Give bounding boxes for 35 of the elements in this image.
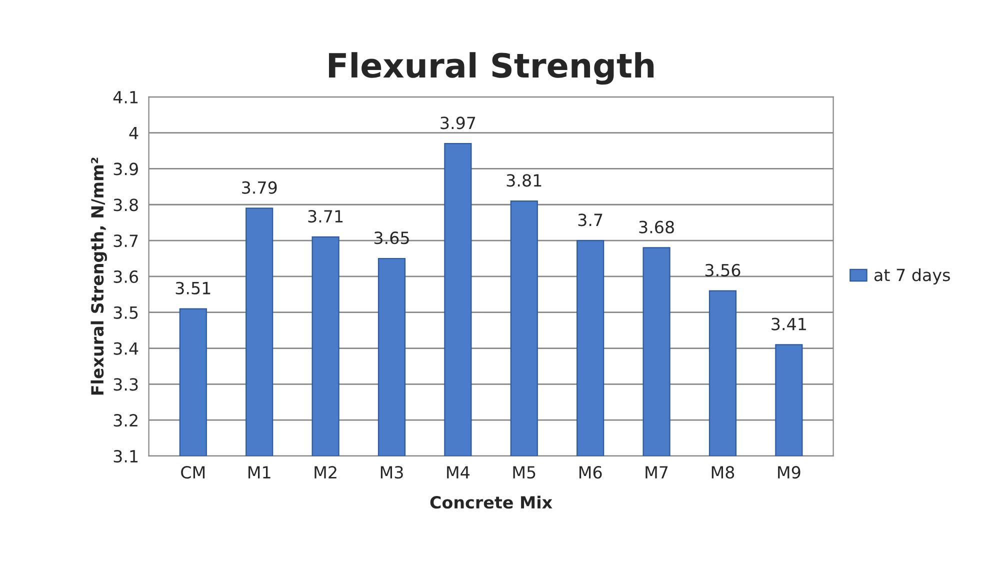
data-label: 3.41 [772,318,806,330]
data-label: 3.56 [705,264,740,276]
y-tick-label: 4.1 [113,91,138,104]
y-tick-label: 3.7 [114,234,138,248]
data-label: 3.97 [440,116,476,130]
x-axis-title: Concrete Mix [430,496,552,509]
x-tick-label: M2 [314,466,336,478]
data-label: 3.7 [578,214,602,226]
x-tick-label: M5 [513,466,536,479]
x-tick-label: M4 [447,466,470,478]
y-tick-label: 3.2 [114,414,138,427]
x-tick-label: M3 [380,466,403,479]
y-tick-label: 3.8 [114,198,138,212]
data-label: 3.65 [374,232,409,244]
y-tick-label: 3.5 [114,306,138,319]
data-label: 3.81 [506,174,542,187]
y-axis-title: Flexural Strength, N/mm² [90,158,108,395]
chart-title: Flexural Strength [328,52,654,85]
y-tick-label: 3.9 [114,162,138,176]
data-label: 3.68 [639,220,674,234]
x-tick-label: M6 [579,466,602,479]
y-tick-label: 4 [129,126,138,140]
x-tick-label: M8 [712,466,734,479]
x-tick-label: M9 [778,466,800,479]
y-tick-label: 3.3 [114,378,138,391]
y-tick-label: 3.4 [114,342,138,355]
data-label: 3.51 [176,282,210,294]
y-tick-label: 3.6 [114,270,138,284]
data-label: 3.79 [242,181,277,194]
x-tick-label: M7 [646,466,668,478]
x-tick-label: M1 [248,466,270,478]
legend-label: at 7 days [874,268,950,285]
x-tick-label: CM [181,466,205,479]
y-tick-label: 3.1 [114,450,138,463]
data-label: 3.71 [308,210,343,223]
